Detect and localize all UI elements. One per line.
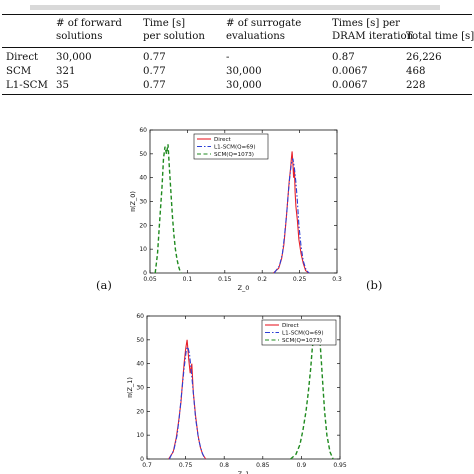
legend-box [261,319,337,346]
y-tick-label: 40 [139,175,147,182]
table-cell: 468 [406,66,426,77]
x-tick-label: 0.95 [333,462,347,469]
x-tick-label: 0.2 [257,276,267,283]
table-cell: 26,226 [406,52,442,63]
table-header-cell: # of forward [56,18,122,29]
table-header-cell: DRAM iteration [332,31,414,42]
x-tick-label: 0.05 [143,276,157,283]
legend-label: Direct [282,323,300,329]
y-tick-label: 0 [143,270,147,277]
y-tick-label: 40 [136,361,144,368]
series-line-l1scm [273,158,310,274]
legend-box [193,133,269,160]
table-header-cell: solutions [56,31,103,42]
table-cell: 0.77 [143,66,166,77]
x-tick-label: 0.8 [219,462,229,469]
table-header-cell: # of surrogate [226,18,302,29]
table-cell: 228 [406,80,426,91]
table-cell: 0.0067 [332,66,368,77]
table-row-label: SCM [6,66,32,77]
y-axis-label: π(Z_1) [126,377,134,398]
table-cell: 30,000 [226,80,262,91]
series-line-scm [154,144,182,274]
table-cell: 321 [56,66,76,77]
x-tick-label: 0.85 [256,462,270,469]
x-tick-label: 0.7 [142,462,152,469]
chart-b: 0.7 0.75 0.8 0.85 0.9 0.95 0 10 20 30 40 50 60 Z_1 π(Z… [126,313,347,474]
y-tick-label: 50 [136,337,144,344]
y-tick-label: 60 [139,127,147,134]
y-tick-label: 20 [139,222,147,229]
legend-label: SCM(Q=1073) [214,152,254,158]
table-cell: 0.77 [143,52,166,63]
table-cell: 30,000 [226,66,262,77]
y-tick-label: 20 [136,408,144,415]
series-line-l1scm [168,345,206,460]
y-tick-label: 60 [136,313,144,320]
legend-label: Direct [214,137,232,143]
x-tick-label: 0.3 [332,276,342,283]
x-tick-label: 0.25 [293,276,307,283]
table-cell: 0.0067 [332,80,368,91]
y-tick-label: 50 [139,151,147,158]
y-tick-label: 0 [140,456,144,463]
panel-label-a: (a) [96,278,112,292]
table-header-cell: Total time [s] [406,31,474,42]
legend-label: L1-SCM(Q=69) [282,331,324,337]
y-tick-label: 30 [139,199,147,206]
table-cell: 0.77 [143,80,166,91]
x-axis-label: Z_1 [238,470,250,474]
table-row-label: Direct [6,52,39,63]
legend-label: L1-SCM(Q=69) [214,145,256,151]
table-cell: - [226,52,230,63]
panel-label-b: (b) [366,278,383,292]
x-tick-label: 0.75 [179,462,193,469]
series-line-direct [168,339,207,460]
table-header-rule [2,47,472,48]
caption-strip [0,0,474,12]
table-header-cell: per solution [143,31,205,42]
table-header-cell: evaluations [226,31,286,42]
table-bottom-rule [2,94,472,95]
table-header-cell: Times [s] per [332,18,401,29]
x-tick-label: 0.9 [297,462,307,469]
x-axis-label: Z_0 [238,284,250,292]
results-table: # of forward solutions Time [s] per solutio… [2,14,474,96]
legend-label: SCM(Q=1073) [282,338,322,344]
chart-a: 0.05 0.1 0.15 0.2 0.25 0.3 0 10 20 30 40 50 60 Z_0 π(Z… [129,127,342,292]
y-axis-label: π(Z_0) [129,191,137,212]
x-tick-label: 0.15 [218,276,232,283]
table-row-label: L1-SCM [6,80,48,91]
table-cell: 30,000 [56,52,92,63]
table-header-cell: Time [s] [143,18,186,29]
table-cell: 35 [56,80,69,91]
y-tick-label: 10 [136,432,144,439]
table-top-rule [2,14,472,15]
x-tick-label: 0.1 [183,276,193,283]
y-tick-label: 30 [136,385,144,392]
y-tick-label: 10 [139,246,147,253]
table-cell: 0.87 [332,52,355,63]
caption-strip-graphic [30,5,440,10]
